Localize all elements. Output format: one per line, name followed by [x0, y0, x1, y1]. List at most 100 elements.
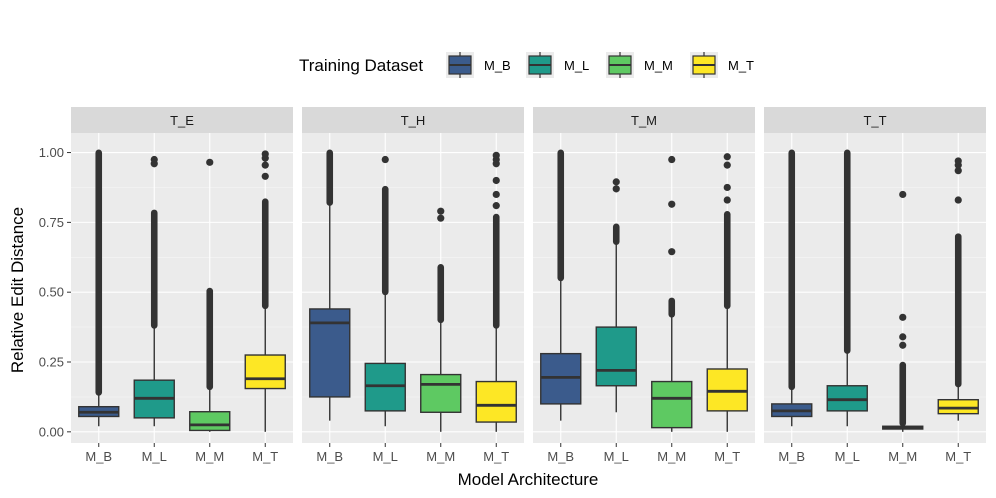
legend-item: M_B	[446, 52, 511, 78]
x-tick-label: M_L	[604, 449, 629, 464]
outlier-band	[492, 213, 500, 329]
box-m-m	[651, 155, 693, 432]
outlier-point	[899, 313, 907, 321]
outlier-band	[788, 149, 796, 391]
box-m-l	[133, 155, 175, 427]
box-iqr	[475, 380, 517, 423]
x-tick-label: M_B	[778, 449, 805, 464]
legend-title: Training Dataset	[299, 56, 423, 75]
outlier-point	[668, 248, 676, 256]
outlier-point	[261, 172, 269, 180]
outlier-band	[261, 198, 269, 310]
facet-panel-t-t: T_T M_B M_L M_M M_T	[764, 107, 986, 464]
box-iqr	[595, 326, 637, 387]
box-m-t	[706, 153, 748, 432]
box-m-b	[540, 149, 582, 421]
outlier-point	[723, 196, 731, 204]
outlier-point	[612, 178, 620, 186]
outlier-band	[95, 149, 103, 396]
facet-panel-t-m: T_M M_B M_L M_M M_T	[533, 107, 755, 464]
legend-label: M_M	[644, 58, 673, 73]
outlier-band	[668, 297, 676, 318]
box-m-t	[244, 150, 286, 432]
y-tick-label: 0.00	[39, 424, 64, 439]
facet-strip-label: T_T	[863, 113, 886, 128]
box-m-m	[189, 158, 231, 432]
outlier-point	[492, 151, 500, 159]
facet-strip-label: T_H	[401, 113, 426, 128]
box-iqr	[244, 354, 286, 390]
outlier-point	[723, 161, 731, 169]
box-iqr	[651, 380, 693, 429]
legend-label: M_T	[728, 58, 754, 73]
y-tick-label: 0.75	[39, 215, 64, 230]
box-m-l	[364, 155, 406, 427]
y-tick-label: 0.25	[39, 355, 64, 370]
facet-strip-label: T_E	[170, 113, 194, 128]
outlier-point	[899, 190, 907, 199]
x-tick-label: M_L	[142, 449, 167, 464]
box-m-m	[882, 190, 924, 432]
facet-panels: T_E M_B M_L M_M M_T T_H M_B M_L M_M M_T T_M M_B M_L M…	[71, 107, 986, 464]
outlier-point	[150, 155, 158, 164]
x-tick-label: M_T	[252, 449, 278, 464]
x-tick-label: M_M	[426, 449, 455, 464]
box-iqr	[420, 373, 462, 413]
outlier-point	[261, 150, 269, 158]
x-tick-label: M_B	[547, 449, 574, 464]
outlier-band	[899, 361, 907, 427]
outlier-point	[954, 196, 962, 204]
legend-item: M_L	[526, 52, 589, 78]
x-axis-title: Model Architecture	[458, 470, 599, 489]
panel-background	[71, 133, 293, 443]
facet-strip	[533, 107, 755, 133]
facet-strip-label: T_M	[631, 113, 657, 128]
x-tick-label: M_T	[483, 449, 509, 464]
x-tick-label: M_B	[85, 449, 112, 464]
panel-background	[764, 133, 986, 443]
outlier-point	[206, 158, 214, 166]
outlier-point	[899, 341, 907, 349]
legend-label: M_B	[484, 58, 511, 73]
y-axis: 0.00 0.25 0.50 0.75 1.00	[39, 145, 71, 439]
outlier-point	[899, 333, 907, 341]
facet-panel-t-e: T_E M_B M_L M_M M_T	[71, 107, 293, 464]
x-tick-label: M_L	[373, 449, 398, 464]
x-tick-label: M_M	[888, 449, 917, 464]
outlier-point	[381, 155, 389, 164]
outlier-point	[954, 157, 962, 165]
legend-item: M_T	[690, 52, 754, 78]
x-tick-label: M_M	[657, 449, 686, 464]
facet-strip	[764, 107, 986, 133]
outlier-band	[437, 264, 445, 324]
outlier-band	[954, 233, 962, 388]
outlier-band	[150, 209, 158, 329]
outlier-point	[612, 185, 620, 193]
y-tick-label: 0.50	[39, 285, 64, 300]
box-m-b	[78, 149, 120, 427]
outlier-point	[954, 167, 962, 175]
x-tick-label: M_B	[316, 449, 343, 464]
y-axis-title: Relative Edit Distance	[8, 207, 27, 373]
outlier-point	[492, 190, 500, 199]
outlier-band	[843, 149, 851, 354]
outlier-point	[492, 202, 500, 210]
legend: Training Dataset M_B M_L M_M M_T	[299, 52, 754, 78]
box-m-t	[937, 157, 979, 421]
outlier-point	[723, 153, 731, 161]
x-tick-label: M_T	[945, 449, 971, 464]
outlier-point	[492, 176, 500, 185]
legend-item: M_M	[606, 52, 673, 78]
facet-strip	[71, 107, 293, 133]
outlier-band	[557, 149, 565, 282]
outlier-band	[326, 149, 334, 206]
box-iqr	[189, 411, 231, 432]
outlier-point	[668, 155, 676, 164]
outlier-band	[612, 223, 620, 245]
box-m-b	[309, 149, 351, 421]
outlier-band	[723, 210, 731, 310]
outlier-point	[437, 207, 445, 215]
outlier-point	[723, 183, 731, 192]
x-tick-label: M_M	[195, 449, 224, 464]
